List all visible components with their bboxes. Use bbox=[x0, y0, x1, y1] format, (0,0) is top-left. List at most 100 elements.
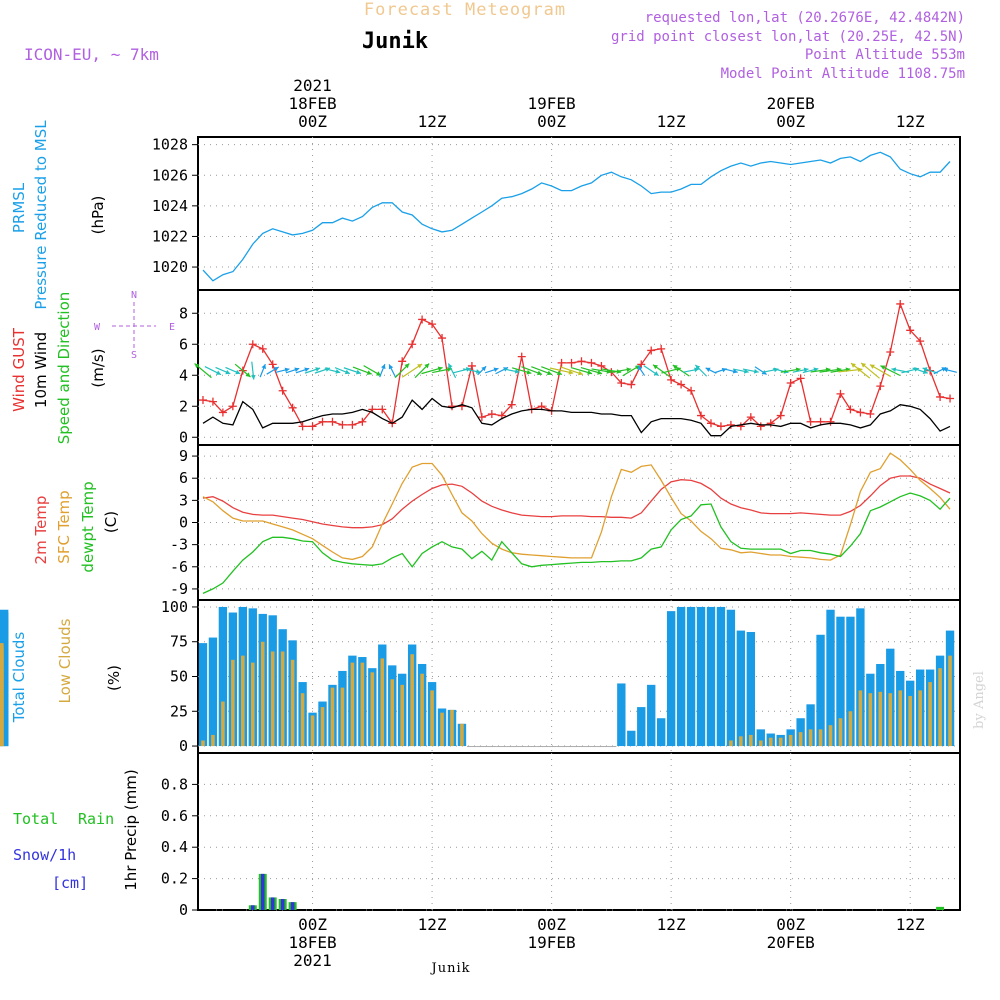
temp-ylabel-2m: 2m Temp bbox=[32, 496, 50, 565]
total-cloud-bar bbox=[208, 637, 218, 747]
low-cloud-bar bbox=[868, 693, 873, 747]
wind-gust-marker bbox=[826, 417, 835, 426]
wind-arrow-head bbox=[215, 370, 221, 375]
wind-gust-marker bbox=[906, 326, 915, 335]
wind-arrow-head bbox=[366, 370, 372, 375]
bottom-time-label: 00Z bbox=[776, 915, 805, 934]
total-cloud-bar bbox=[637, 707, 646, 747]
wind-arrow-head bbox=[261, 364, 266, 370]
wind-gust-marker bbox=[836, 389, 845, 398]
top-time-label: 12Z bbox=[896, 112, 925, 131]
wind-arrow-head bbox=[803, 367, 809, 373]
wind-gust-marker bbox=[876, 382, 885, 391]
wind-arrow-head bbox=[753, 368, 759, 374]
pressure-ylabel-1: PRMSL bbox=[10, 182, 28, 233]
low-cloud-bar bbox=[430, 690, 434, 747]
snow-bar bbox=[270, 897, 275, 910]
top-date-label: 2021 bbox=[293, 76, 332, 95]
wind-gust-marker bbox=[418, 315, 427, 324]
top-title: Forecast Meteogram bbox=[364, 0, 566, 20]
total-cloud-bar bbox=[816, 634, 825, 747]
wind-gust-marker bbox=[667, 375, 676, 384]
total-cloud-bar bbox=[846, 616, 855, 747]
low-cloud-bar bbox=[400, 684, 404, 747]
wind-arrow-head bbox=[194, 363, 200, 369]
pressure-ytick-label: 1028 bbox=[152, 136, 188, 154]
watermark: by Angel bbox=[972, 671, 987, 729]
snow-bar bbox=[280, 899, 285, 910]
wind-gust-marker bbox=[567, 358, 576, 367]
wind-gust-marker bbox=[278, 386, 287, 395]
low-cloud-bar bbox=[390, 679, 395, 747]
wind-arrow-head bbox=[743, 368, 749, 374]
snow-bar bbox=[250, 905, 255, 910]
wind-gust-marker bbox=[208, 397, 217, 406]
wind-gust-marker bbox=[766, 419, 775, 428]
temp-ytick-label: 6 bbox=[179, 469, 188, 487]
wind-arrow-head bbox=[424, 363, 430, 369]
pressure-panel: 1020 1022 1024 1026 1028 bbox=[152, 136, 961, 291]
top-time-label: 12Z bbox=[657, 112, 686, 131]
total-cloud-bar bbox=[198, 643, 208, 747]
low-cloud-bar bbox=[918, 690, 922, 747]
wind-gust-marker bbox=[228, 402, 237, 411]
bottom-time-label: 00Z bbox=[537, 915, 566, 934]
low-cloud-bar bbox=[898, 690, 903, 747]
wind-arrow-head bbox=[273, 366, 279, 372]
total-cloud-bar bbox=[826, 609, 835, 747]
pressure-ytick-label: 1026 bbox=[152, 166, 188, 184]
grid-point-coords: grid point closest lon,lat (20.25E, 42.5… bbox=[611, 29, 965, 45]
dewpt-temp-line bbox=[202, 492, 951, 594]
wind-gust-marker bbox=[597, 361, 606, 370]
wind-arrow-head bbox=[284, 367, 290, 373]
wind-arrow-head bbox=[880, 365, 886, 370]
low-cloud-bar bbox=[260, 641, 265, 747]
wind-ylabel-gust: Wind GUST bbox=[10, 327, 28, 412]
low-cloud-bar bbox=[290, 659, 295, 747]
wind-arrow-head bbox=[235, 369, 241, 375]
wind-arrow-head bbox=[481, 366, 487, 372]
wind-ylabel-10m: 10m Wind bbox=[32, 332, 50, 408]
wind-gust-marker bbox=[657, 344, 666, 353]
compass-north: N bbox=[131, 290, 137, 301]
wind-gust-marker bbox=[198, 396, 207, 405]
pressure-ytick-label: 1020 bbox=[152, 258, 188, 276]
wind-arrow-head bbox=[245, 372, 251, 378]
low-cloud-bar bbox=[320, 707, 325, 747]
wind-gust-marker bbox=[517, 352, 526, 361]
bottom-time-label: 12Z bbox=[418, 915, 447, 934]
wind-arrow-head bbox=[493, 367, 499, 373]
wind-gust-marker bbox=[647, 346, 656, 355]
bottom-date-label: 18FEB bbox=[288, 933, 336, 952]
low-cloud-bar bbox=[340, 687, 345, 747]
wind-gust-marker bbox=[577, 357, 586, 366]
wind-gust-marker bbox=[776, 411, 785, 420]
wind-gust-marker bbox=[916, 337, 925, 346]
wind-arrow-head bbox=[861, 362, 867, 368]
wind-arrow-head bbox=[732, 368, 738, 374]
total-cloud-bar bbox=[617, 683, 626, 747]
wind-arrow-head bbox=[943, 367, 949, 373]
total-cloud-bar bbox=[856, 608, 865, 747]
total-cloud-bar bbox=[806, 704, 815, 747]
low-cloud-bar bbox=[450, 709, 454, 747]
wind-gust-marker bbox=[358, 417, 367, 426]
wind-ytick-label: 0 bbox=[179, 428, 188, 446]
low-cloud-bar bbox=[948, 655, 952, 747]
wind-arrow-head bbox=[546, 370, 552, 376]
low-cloud-bar bbox=[908, 695, 912, 747]
total-cloud-bar bbox=[686, 606, 696, 747]
wind-gust-marker bbox=[348, 420, 357, 429]
precip-label-snow: Snow/1h bbox=[13, 846, 76, 864]
temp-ytick-label: 9 bbox=[179, 447, 188, 465]
wind-ytick-label: 4 bbox=[179, 366, 188, 384]
low-cloud-bar bbox=[768, 737, 773, 747]
total-cloud-bar bbox=[756, 729, 765, 747]
wind-arrow-head bbox=[514, 368, 520, 374]
low-cloud-bar bbox=[858, 690, 863, 747]
precip-panel: 0 0.2 0.4 0.6 0.8 bbox=[161, 752, 961, 919]
low-cloud-bar bbox=[0, 668, 4, 747]
wind-gust-marker bbox=[697, 411, 706, 420]
wind-arrow-head bbox=[448, 363, 453, 369]
